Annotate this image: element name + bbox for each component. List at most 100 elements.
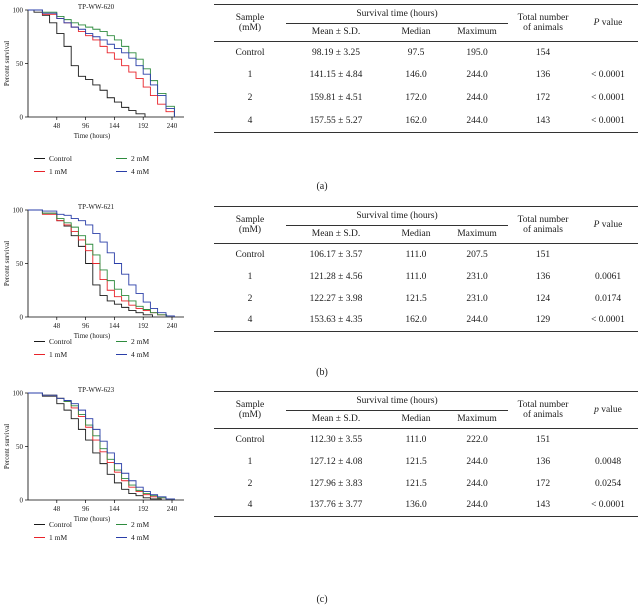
y-tick-label: 50: [16, 443, 24, 451]
col-total-header: Total number of animals: [508, 206, 578, 244]
x-tick-label: 144: [109, 122, 120, 130]
series-line-1-mm: [28, 209, 168, 317]
table-row: Control 98.19 ± 3.25 97.5 195.0 154: [235, 47, 551, 58]
col-mean-header: Mean ± S.D.: [286, 410, 386, 429]
series-line-4-mm: [28, 392, 175, 500]
stats-table-a: Sample (mM) Survival time (hours) Total n…: [214, 4, 638, 133]
col-mean-header: Mean ± S.D.: [286, 23, 386, 42]
survival-chart-svg: 0 50 100 48 96 144 192 240 TP-WW-621 Time (hours)…: [3, 203, 184, 340]
table-row: 2 127.96 ± 3.83 121.5 244.0 172 0.0254: [247, 478, 622, 489]
col-survival-group: Survival time (hours): [286, 391, 508, 411]
y-tick-label: 50: [16, 60, 24, 68]
series-line-2-mm: [28, 9, 175, 117]
stats-table-b: Sample (mM) Survival time (hours) Total n…: [214, 206, 638, 332]
y-tick-label: 100: [13, 7, 24, 15]
legend-item-2mm: 2 mM: [116, 337, 149, 346]
x-tick-label: 48: [53, 505, 61, 513]
legend-b: Control 2 mM 1 mM 4 mM: [28, 337, 188, 371]
table-row: 2 122.27 ± 3.98 121.5 231.0 124 0.0174: [247, 293, 622, 304]
legend-item-1mm: 1 mM: [34, 533, 67, 542]
figure-panel-b: 0 50 100 48 96 144 192 240 TP-WW-621 Time (hours)…: [0, 200, 644, 400]
panel-caption-b: (b): [316, 367, 328, 378]
y-axis-label: Percent survival: [3, 424, 11, 469]
y-axis-label: Percent survival: [3, 241, 11, 286]
y-axis-label: Percent survival: [3, 41, 11, 86]
col-max-header: Maximum: [446, 225, 508, 244]
table-row: 1 121.28 ± 4.56 111.0 231.0 136 0.0061: [247, 271, 622, 282]
col-total-header: Total number of animals: [508, 391, 578, 429]
y-tick-label: 0: [20, 314, 24, 322]
chart-title: TP-WW-623: [78, 386, 115, 394]
col-median-header: Median: [386, 23, 446, 42]
x-axis-label: Time (hours): [74, 515, 111, 523]
legend-item-control: Control: [34, 520, 72, 529]
col-sample-header: Sample (mM): [214, 391, 286, 429]
series-line-4-mm: [28, 209, 175, 317]
table-row: 4 157.55 ± 5.27 162.0 244.0 143 < 0.0001: [214, 109, 638, 133]
table-row: Control 112.30 ± 3.55 111.0 222.0 151: [235, 434, 551, 445]
x-tick-label: 48: [53, 322, 61, 330]
legend-item-2mm: 2 mM: [116, 154, 149, 163]
legend-a: Control 2 mM 1 mM 4 mM: [28, 154, 188, 188]
table-row: 1 127.12 ± 4.08 121.5 244.0 136 0.0048: [247, 456, 622, 467]
survival-chart-svg: 0 50 100 48 96 144 192 240 TP-WW-623 Time (hours)…: [3, 386, 184, 523]
x-tick-label: 96: [82, 122, 90, 130]
survival-plot-c: 0 50 100 48 96 144 192 240 TP-WW-623 Time (hours)…: [0, 383, 200, 533]
col-pvalue-header: p value: [578, 391, 638, 429]
x-tick-label: 240: [167, 122, 178, 130]
legend-item-4mm: 4 mM: [116, 533, 149, 542]
legend-c: Control 2 mM 1 mM 4 mM: [28, 520, 188, 554]
legend-item-control: Control: [34, 154, 72, 163]
x-tick-label: 144: [109, 322, 120, 330]
x-tick-label: 240: [167, 322, 178, 330]
col-total-header: Total number of animals: [508, 4, 578, 42]
panel-caption-c: (c): [316, 594, 328, 605]
chart-title: TP-WW-620: [78, 3, 115, 11]
table-row: 1 141.15 ± 4.84 146.0 244.0 136 < 0.0001: [247, 70, 625, 80]
col-max-header: Maximum: [446, 410, 508, 429]
table-row: 4 137.76 ± 3.77 136.0 244.0 143 < 0.0001: [214, 494, 638, 517]
survival-plot-a: 0 50 100 48 96 144 192 240 TP-WW-620 Time (hours)…: [0, 0, 200, 150]
x-axis-label: Time (hours): [74, 332, 111, 340]
col-median-header: Median: [386, 410, 446, 429]
x-tick-label: 96: [82, 322, 90, 330]
series-line-2-mm: [28, 392, 175, 500]
figure-panel-a: 0 50 100 48 96 144 192 240 TP-WW-620 Time (hours)…: [0, 0, 644, 200]
survival-plot-b: 0 50 100 48 96 144 192 240 TP-WW-621 Time (hours)…: [0, 200, 200, 350]
figure-panel-c: 0 50 100 48 96 144 192 240 TP-WW-623 Time (hours)…: [0, 383, 644, 605]
chart-title: TP-WW-621: [78, 203, 115, 211]
col-sample-header: Sample (mM): [214, 206, 286, 244]
x-tick-label: 48: [53, 122, 61, 130]
legend-item-1mm: 1 mM: [34, 167, 67, 176]
x-tick-label: 192: [138, 505, 149, 513]
col-median-header: Median: [386, 225, 446, 244]
col-survival-group: Survival time (hours): [286, 206, 508, 226]
legend-item-1mm: 1 mM: [34, 350, 67, 359]
table-row: 4 153.63 ± 4.35 162.0 244.0 129 < 0.0001: [214, 309, 638, 332]
x-tick-label: 192: [138, 322, 149, 330]
series-line-2-mm: [28, 209, 168, 317]
col-pvalue-header: P value: [578, 4, 638, 42]
series-line-control: [28, 9, 146, 117]
legend-item-4mm: 4 mM: [116, 167, 149, 176]
series-line-1-mm: [28, 392, 175, 500]
legend-item-control: Control: [34, 337, 72, 346]
legend-item-2mm: 2 mM: [116, 520, 149, 529]
y-tick-label: 50: [16, 260, 24, 268]
series-line-1-mm: [28, 9, 175, 117]
panel-caption-a: (a): [316, 181, 328, 192]
survival-chart-svg: 0 50 100 48 96 144 192 240 TP-WW-620 Time (hours)…: [3, 3, 184, 140]
y-tick-label: 100: [13, 207, 24, 215]
x-tick-label: 96: [82, 505, 90, 513]
y-tick-label: 100: [13, 390, 24, 398]
col-max-header: Maximum: [446, 23, 508, 42]
series-line-control: [28, 392, 162, 500]
y-tick-label: 0: [20, 497, 24, 505]
col-mean-header: Mean ± S.D.: [286, 225, 386, 244]
x-axis-label: Time (hours): [74, 132, 111, 140]
x-tick-label: 240: [167, 505, 178, 513]
col-pvalue-header: P value: [578, 206, 638, 244]
series-line-4-mm: [28, 9, 175, 117]
table-row: 2 159.81 ± 4.51 172.0 244.0 172 < 0.0001: [247, 93, 625, 103]
y-tick-label: 0: [20, 114, 24, 122]
